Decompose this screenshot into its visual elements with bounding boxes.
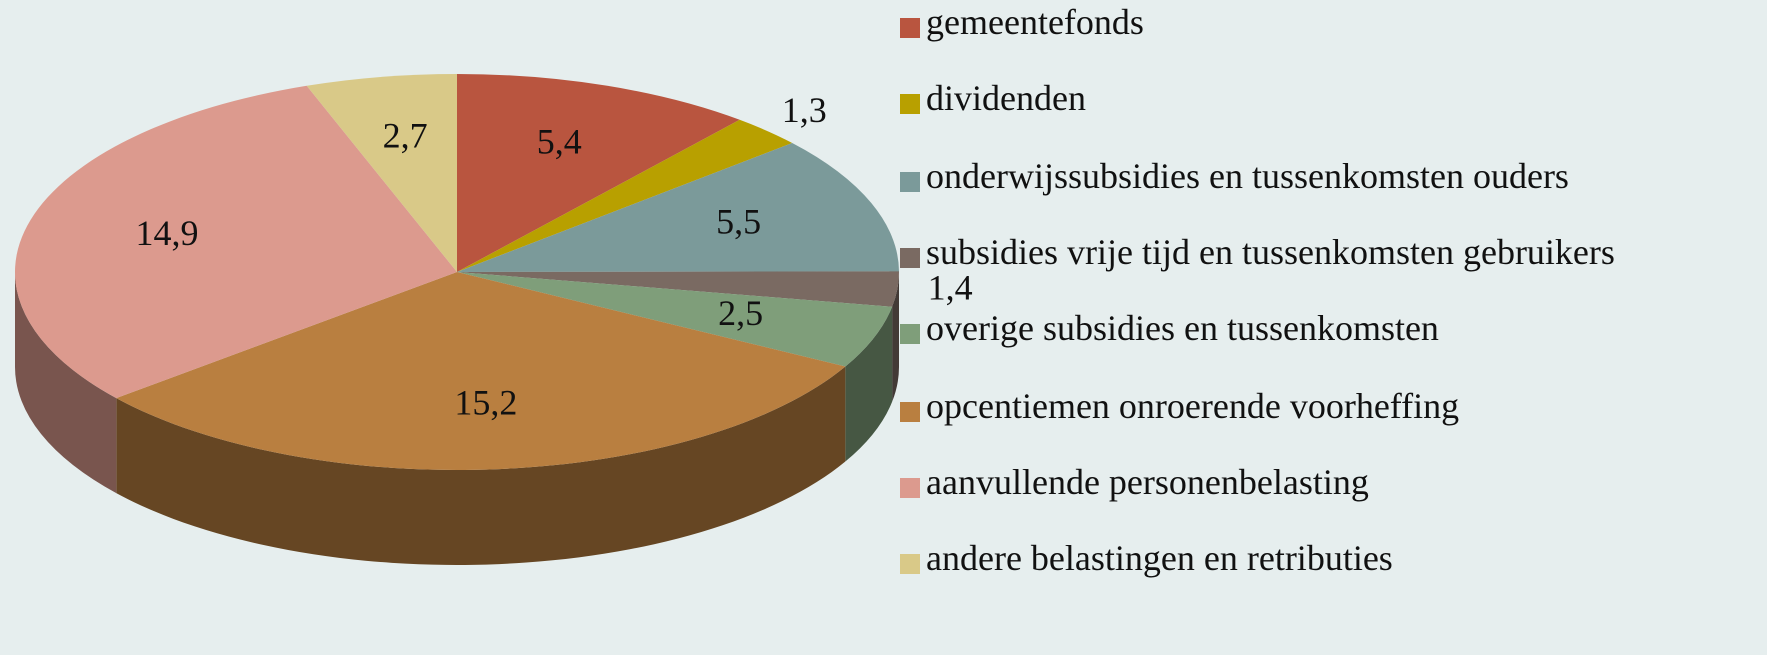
legend-item: opcentiemen onroerende voorheffing [900,386,1626,426]
slice-side [892,272,899,402]
slice [14,85,457,399]
legend-label: gemeentefonds [926,2,1144,42]
data-label: 2,5 [718,293,763,333]
slice [457,74,740,272]
legend-swatch [900,248,920,268]
data-label: 14,9 [136,213,199,253]
data-label: 5,5 [716,201,761,241]
legend-swatch [900,324,920,344]
legend-swatch [900,18,920,38]
legend-label: andere belastingen en retributies [926,538,1393,578]
legend-item: dividenden [900,78,1626,118]
legend-item: andere belastingen en retributies [900,538,1626,578]
data-label: 1,3 [782,90,827,130]
data-label: 15,2 [454,382,517,422]
legend-item: subsidies vrije tijd en tussenkomsten ge… [900,232,1626,272]
legend-swatch [900,402,920,422]
data-label: 2,7 [383,116,428,156]
data-label: 1,4 [928,267,973,307]
slice [457,272,893,367]
legend-label: opcentiemen onroerende voorheffing [926,386,1460,426]
legend-label: dividenden [926,78,1086,118]
legend-item: onderwijssubsidies en tussenkomsten oude… [900,156,1626,196]
slice-side [845,306,893,462]
legend-swatch [900,478,920,498]
legend-label: overige subsidies en tussenkomsten [926,308,1439,348]
data-label: 5,4 [537,122,582,162]
legend-item: overige subsidies en tussenkomsten [900,308,1626,348]
slice [116,272,846,471]
slice [457,271,899,307]
slice-side [116,366,846,566]
legend-swatch [900,94,920,114]
slice-side [15,272,117,494]
legend-swatch [900,554,920,574]
legend-item: gemeentefonds [900,2,1626,42]
slice [457,142,899,272]
slice [306,74,457,272]
legend-label: subsidies vrije tijd en tussenkomsten ge… [926,232,1615,272]
legend-swatch [900,172,920,192]
slice [457,119,793,273]
legend-item: aanvullende personenbelasting [900,462,1626,502]
legend-label: aanvullende personenbelasting [926,462,1369,502]
legend-label: onderwijssubsidies en tussenkomsten oude… [926,156,1569,196]
